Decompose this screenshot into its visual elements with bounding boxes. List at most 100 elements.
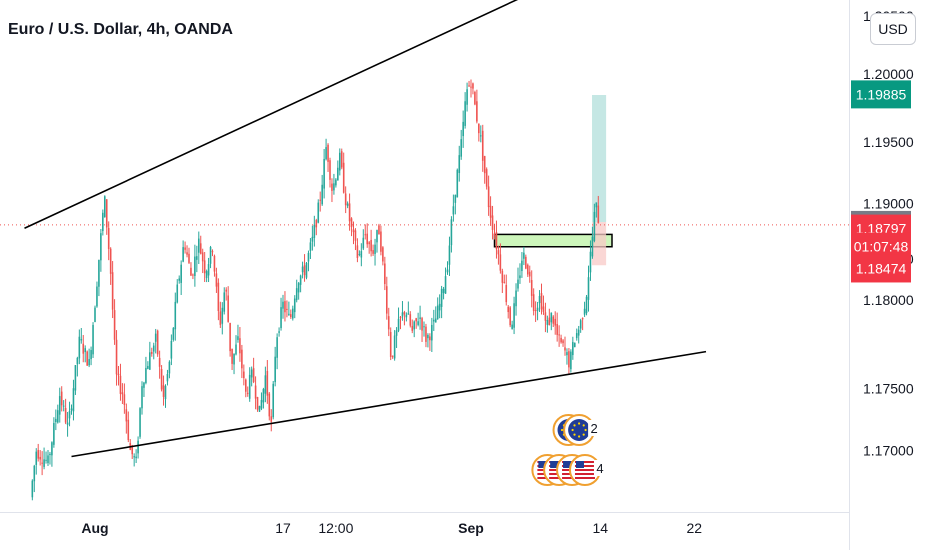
candle-body (45, 459, 47, 461)
candle-body (260, 399, 263, 409)
candle (162, 375, 165, 406)
candle-body (264, 375, 267, 394)
trendline-lower-support (71, 350, 707, 458)
candle-body (348, 203, 351, 222)
eu-star (573, 433, 576, 436)
candle-body (544, 312, 547, 321)
candle (344, 186, 347, 214)
candle-body (556, 323, 558, 335)
candle (483, 155, 486, 184)
candle-body (295, 288, 298, 301)
candle (156, 329, 159, 357)
zone-stop (592, 222, 607, 266)
candle-body (562, 340, 564, 344)
candle (174, 292, 177, 341)
candle-body (350, 218, 353, 228)
candle (35, 448, 38, 475)
candle-body (123, 394, 126, 405)
candle-body (227, 295, 229, 322)
candle (352, 221, 355, 245)
candle-body (176, 284, 179, 303)
candle-body (550, 312, 553, 323)
candle-body (278, 331, 280, 333)
time-tick-label: Aug (81, 520, 108, 536)
candle (137, 436, 139, 459)
candle-body (395, 330, 398, 336)
candle-body (98, 259, 100, 287)
candle (309, 238, 312, 259)
candle (172, 326, 175, 342)
candle (109, 247, 112, 285)
candle (64, 398, 67, 425)
trendlines-layer (24, 0, 707, 458)
candle (82, 335, 85, 363)
candle-body (444, 276, 447, 294)
time-tick-label: 14 (592, 520, 608, 536)
candle (413, 320, 416, 338)
candle-body (460, 139, 463, 157)
candle-body (483, 156, 486, 174)
candle (542, 295, 545, 315)
currency-button[interactable]: USD (870, 13, 916, 45)
candle-body (432, 319, 435, 322)
us-canton (550, 461, 559, 468)
candle-body (233, 353, 235, 365)
candle (33, 464, 36, 493)
candle-body (145, 367, 147, 384)
candle (544, 302, 547, 333)
candle (472, 82, 474, 95)
candle (31, 479, 34, 501)
candle-body (427, 334, 429, 339)
candle (51, 441, 53, 467)
candle (378, 223, 380, 235)
candle (519, 263, 521, 284)
candle-body (479, 135, 482, 137)
eu-star (578, 422, 581, 425)
candle (143, 381, 145, 397)
price-tick-label: 1.17500 (863, 381, 914, 397)
candle-body (583, 308, 586, 315)
candle-body (186, 252, 188, 255)
candle-body (147, 365, 149, 369)
candle-body (258, 405, 261, 412)
candle (197, 231, 200, 264)
candle-body (223, 292, 226, 312)
candle-body (364, 234, 367, 236)
candle-body (440, 288, 443, 307)
price-tick-label-partial: 1.18000 (863, 292, 914, 308)
candle-body (560, 337, 562, 343)
candle (313, 215, 316, 247)
candle-body (133, 456, 135, 458)
candle (88, 348, 90, 368)
candle (268, 392, 271, 421)
candle-body (438, 303, 441, 311)
candle (246, 386, 249, 397)
candle (102, 209, 104, 236)
candle (286, 300, 288, 318)
candle (321, 174, 323, 206)
candle (317, 199, 320, 224)
eu-star (560, 428, 564, 432)
candle (107, 221, 110, 261)
candle-body (536, 307, 539, 311)
candle-body (513, 303, 515, 328)
candle (184, 241, 186, 254)
candle-body (301, 266, 304, 273)
zone-support-zone (493, 233, 613, 248)
candle-body (143, 382, 145, 388)
candle (528, 265, 531, 283)
candle (221, 302, 224, 335)
candle-body (103, 196, 106, 217)
candle (421, 316, 423, 342)
candle-body (327, 144, 329, 162)
candle-body (526, 264, 529, 275)
candle (56, 404, 59, 424)
candle (452, 194, 455, 222)
eu-star (573, 424, 576, 427)
candle-body (376, 230, 378, 243)
candle (440, 285, 443, 319)
candle (141, 381, 143, 415)
candle (250, 366, 253, 387)
